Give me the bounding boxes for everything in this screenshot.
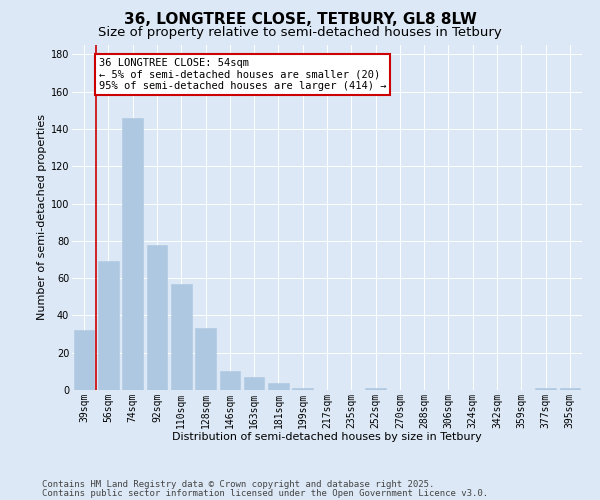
Y-axis label: Number of semi-detached properties: Number of semi-detached properties: [37, 114, 47, 320]
Bar: [365, 388, 386, 390]
Bar: [220, 372, 240, 390]
Text: Contains public sector information licensed under the Open Government Licence v3: Contains public sector information licen…: [42, 488, 488, 498]
Text: 36 LONGTREE CLOSE: 54sqm
← 5% of semi-detached houses are smaller (20)
95% of se: 36 LONGTREE CLOSE: 54sqm ← 5% of semi-de…: [99, 58, 386, 92]
Text: Contains HM Land Registry data © Crown copyright and database right 2025.: Contains HM Land Registry data © Crown c…: [42, 480, 434, 489]
Bar: [122, 118, 143, 390]
Bar: [146, 244, 167, 390]
Bar: [244, 377, 265, 390]
Bar: [535, 388, 556, 390]
Bar: [195, 328, 216, 390]
Bar: [98, 262, 119, 390]
Bar: [292, 388, 313, 390]
Bar: [560, 388, 580, 390]
Bar: [74, 330, 94, 390]
Bar: [268, 382, 289, 390]
Text: Size of property relative to semi-detached houses in Tetbury: Size of property relative to semi-detach…: [98, 26, 502, 39]
X-axis label: Distribution of semi-detached houses by size in Tetbury: Distribution of semi-detached houses by …: [172, 432, 482, 442]
Bar: [171, 284, 191, 390]
Text: 36, LONGTREE CLOSE, TETBURY, GL8 8LW: 36, LONGTREE CLOSE, TETBURY, GL8 8LW: [124, 12, 476, 28]
